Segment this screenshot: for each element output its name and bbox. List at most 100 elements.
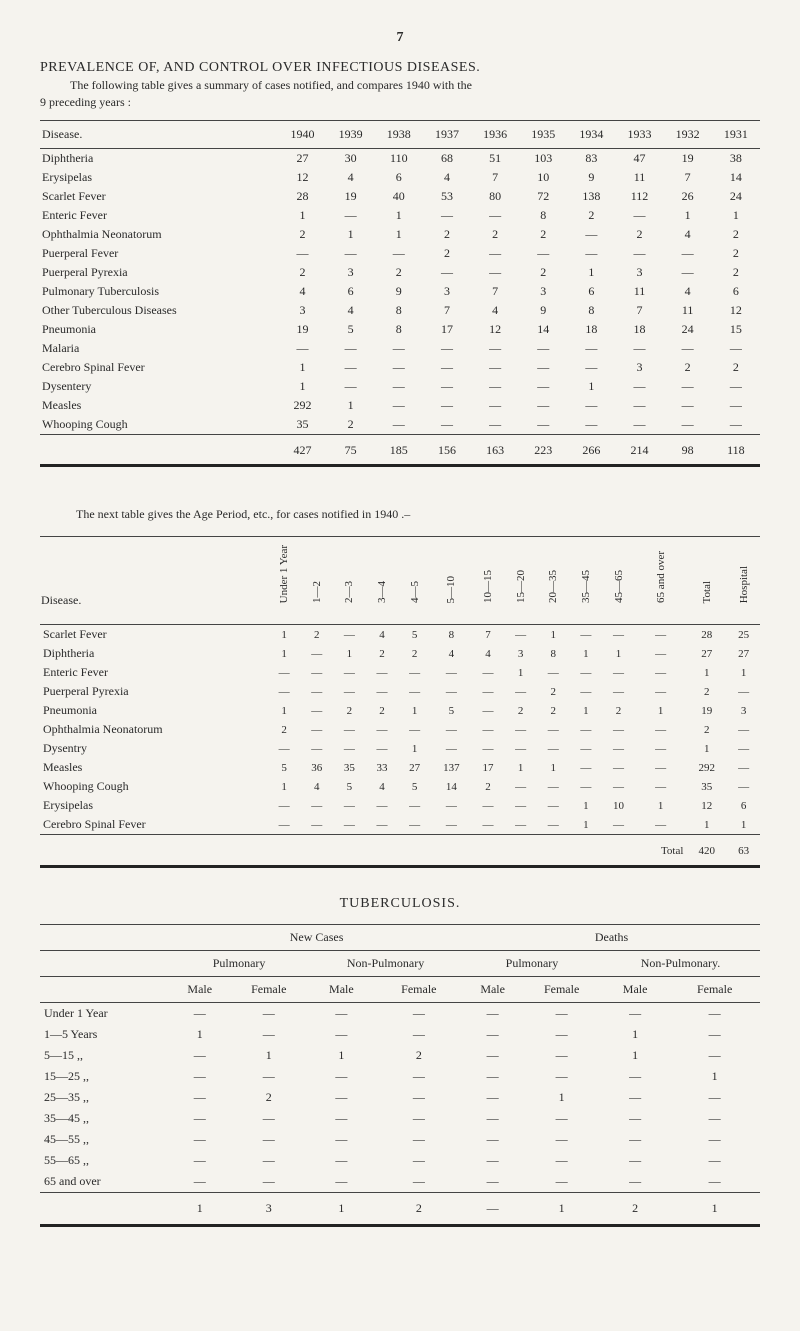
cell: 3 <box>727 701 760 720</box>
cell: — <box>522 1171 601 1193</box>
cell: — <box>375 1129 463 1150</box>
cell: — <box>504 796 537 815</box>
cell: — <box>727 758 760 777</box>
total-cell: 427 <box>278 435 326 466</box>
cell: — <box>423 358 471 377</box>
cell: 4 <box>366 625 399 645</box>
cell: — <box>300 815 333 835</box>
cell: — <box>268 815 301 835</box>
col-age: 3—4 <box>374 579 390 605</box>
cell: — <box>664 396 712 415</box>
col-hospital: Hospital <box>736 564 752 605</box>
cell: — <box>471 244 519 263</box>
cell: 2 <box>602 701 635 720</box>
cell: 53 <box>423 187 471 206</box>
row-label: Measles <box>40 396 278 415</box>
cell: — <box>602 682 635 701</box>
cell: 25 <box>727 625 760 645</box>
cell: — <box>423 396 471 415</box>
cell: — <box>375 1003 463 1025</box>
total-cell: 185 <box>375 435 423 466</box>
row-label: Whooping Cough <box>40 415 278 435</box>
cell: 1 <box>537 625 570 645</box>
table-row: Ophthalmia Neonatorum2———————————2— <box>40 720 760 739</box>
cell: — <box>570 758 603 777</box>
cell: — <box>602 777 635 796</box>
cell: 2 <box>375 263 423 282</box>
row-label: 45—55 ,, <box>40 1129 170 1150</box>
cell: 4 <box>472 644 505 663</box>
cell: — <box>366 720 399 739</box>
cell: 1 <box>570 644 603 663</box>
cell: 24 <box>664 320 712 339</box>
cell: — <box>463 1171 522 1193</box>
table-row: Measles5363533271371711———292— <box>40 758 760 777</box>
cell: 5 <box>398 625 431 645</box>
cell: — <box>635 625 687 645</box>
cell: — <box>712 396 760 415</box>
cell: — <box>170 1171 229 1193</box>
cell: 6 <box>567 282 615 301</box>
cell: — <box>375 244 423 263</box>
cell: — <box>537 777 570 796</box>
cell: — <box>504 739 537 758</box>
col-year: 1940 <box>278 121 326 149</box>
cell: — <box>300 739 333 758</box>
cell: — <box>375 1066 463 1087</box>
totals-row: 1312—121 <box>40 1193 760 1226</box>
cell: 1 <box>278 358 326 377</box>
cell: — <box>504 625 537 645</box>
cell: 1 <box>333 644 366 663</box>
cell: 33 <box>366 758 399 777</box>
cell: 4 <box>423 168 471 187</box>
cell: — <box>570 739 603 758</box>
cell: — <box>308 1129 375 1150</box>
cell: 18 <box>615 320 663 339</box>
cell: — <box>431 663 472 682</box>
cell: — <box>522 1129 601 1150</box>
cell: — <box>504 777 537 796</box>
cell: 47 <box>615 149 663 169</box>
cell: 14 <box>519 320 567 339</box>
cell: — <box>375 1150 463 1171</box>
table-row: 15—25 ,,———————1 <box>40 1066 760 1087</box>
cell: 4 <box>278 282 326 301</box>
totals-row: Total42063 <box>40 835 760 867</box>
cell: — <box>567 225 615 244</box>
cell: — <box>333 682 366 701</box>
cell: — <box>664 244 712 263</box>
cell: 2 <box>423 244 471 263</box>
cell: — <box>669 1108 760 1129</box>
cell: 6 <box>712 282 760 301</box>
cell: 1 <box>686 663 727 682</box>
col-disease: Disease. <box>40 537 268 625</box>
cell: — <box>635 739 687 758</box>
cell: — <box>570 625 603 645</box>
cell: — <box>431 739 472 758</box>
cell: 2 <box>537 682 570 701</box>
cell: — <box>664 263 712 282</box>
cell: — <box>519 396 567 415</box>
th-new-cases: New Cases <box>170 925 463 951</box>
cell: — <box>567 358 615 377</box>
cell: 7 <box>471 282 519 301</box>
table-row: Diphtheria1—122443811—2727 <box>40 644 760 663</box>
cell: 137 <box>431 758 472 777</box>
table-row: 65 and over———————— <box>40 1171 760 1193</box>
cell: 1 <box>601 1024 669 1045</box>
cell: — <box>570 777 603 796</box>
row-label: Measles <box>40 758 268 777</box>
row-label: Puerperal Fever <box>40 244 278 263</box>
cell: — <box>471 339 519 358</box>
cell: — <box>522 1150 601 1171</box>
cell: 1 <box>567 377 615 396</box>
cell: — <box>366 739 399 758</box>
row-label: 25—35 ,, <box>40 1087 170 1108</box>
cell: — <box>398 720 431 739</box>
th-male: Male <box>170 977 229 1003</box>
cell: — <box>278 339 326 358</box>
cell: 1 <box>327 225 375 244</box>
cell: 4 <box>664 225 712 244</box>
row-label: Pulmonary Tuberculosis <box>40 282 278 301</box>
cell: — <box>170 1150 229 1171</box>
